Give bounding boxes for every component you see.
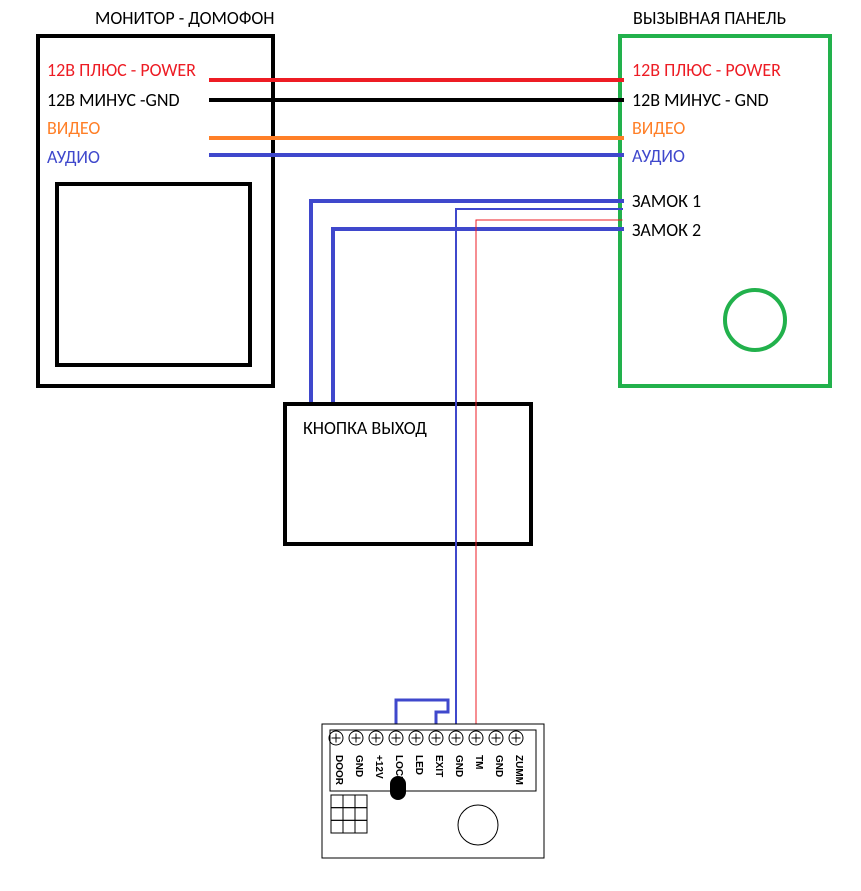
exit-button-box: КНОПКА ВЫХОД <box>285 404 531 544</box>
svg-text:КНОПКА ВЫХОД: КНОПКА ВЫХОД <box>303 417 427 439</box>
svg-text:+12V: +12V <box>373 755 384 779</box>
svg-text:TM: TM <box>473 755 484 769</box>
svg-text:МОНИТОР - ДОМОФОН: МОНИТОР - ДОМОФОН <box>95 7 275 29</box>
svg-text:АУДИО: АУДИО <box>632 145 685 167</box>
svg-text:ЗАМОК 1: ЗАМОК 1 <box>632 190 701 212</box>
controller-module: DOORGND+12VLOCKLEDEXITGNDTMGNDZUMM <box>322 724 544 858</box>
svg-text:ВИДЕО: ВИДЕО <box>632 117 685 139</box>
svg-text:GND: GND <box>353 755 364 777</box>
svg-text:LED: LED <box>413 755 424 775</box>
svg-text:DOOR: DOOR <box>333 755 344 786</box>
svg-text:ВИДЕО: ВИДЕО <box>47 117 100 139</box>
svg-text:GND: GND <box>453 755 464 777</box>
svg-text:12В МИНУС -GND: 12В МИНУС -GND <box>47 89 180 111</box>
svg-text:ZUMM: ZUMM <box>513 755 524 785</box>
svg-text:12В ПЛЮС - POWER: 12В ПЛЮС - POWER <box>47 59 196 81</box>
svg-text:GND: GND <box>493 755 504 777</box>
svg-text:12В МИНУС - GND: 12В МИНУС - GND <box>632 89 769 111</box>
svg-text:ЗАМОК 2: ЗАМОК 2 <box>632 219 701 241</box>
svg-text:12В ПЛЮС - POWER: 12В ПЛЮС - POWER <box>632 59 781 81</box>
svg-text:АУДИО: АУДИО <box>47 146 100 168</box>
svg-text:EXIT: EXIT <box>433 755 444 777</box>
svg-text:ВЫЗЫВНАЯ ПАНЕЛЬ: ВЫЗЫВНАЯ ПАНЕЛЬ <box>633 7 786 29</box>
